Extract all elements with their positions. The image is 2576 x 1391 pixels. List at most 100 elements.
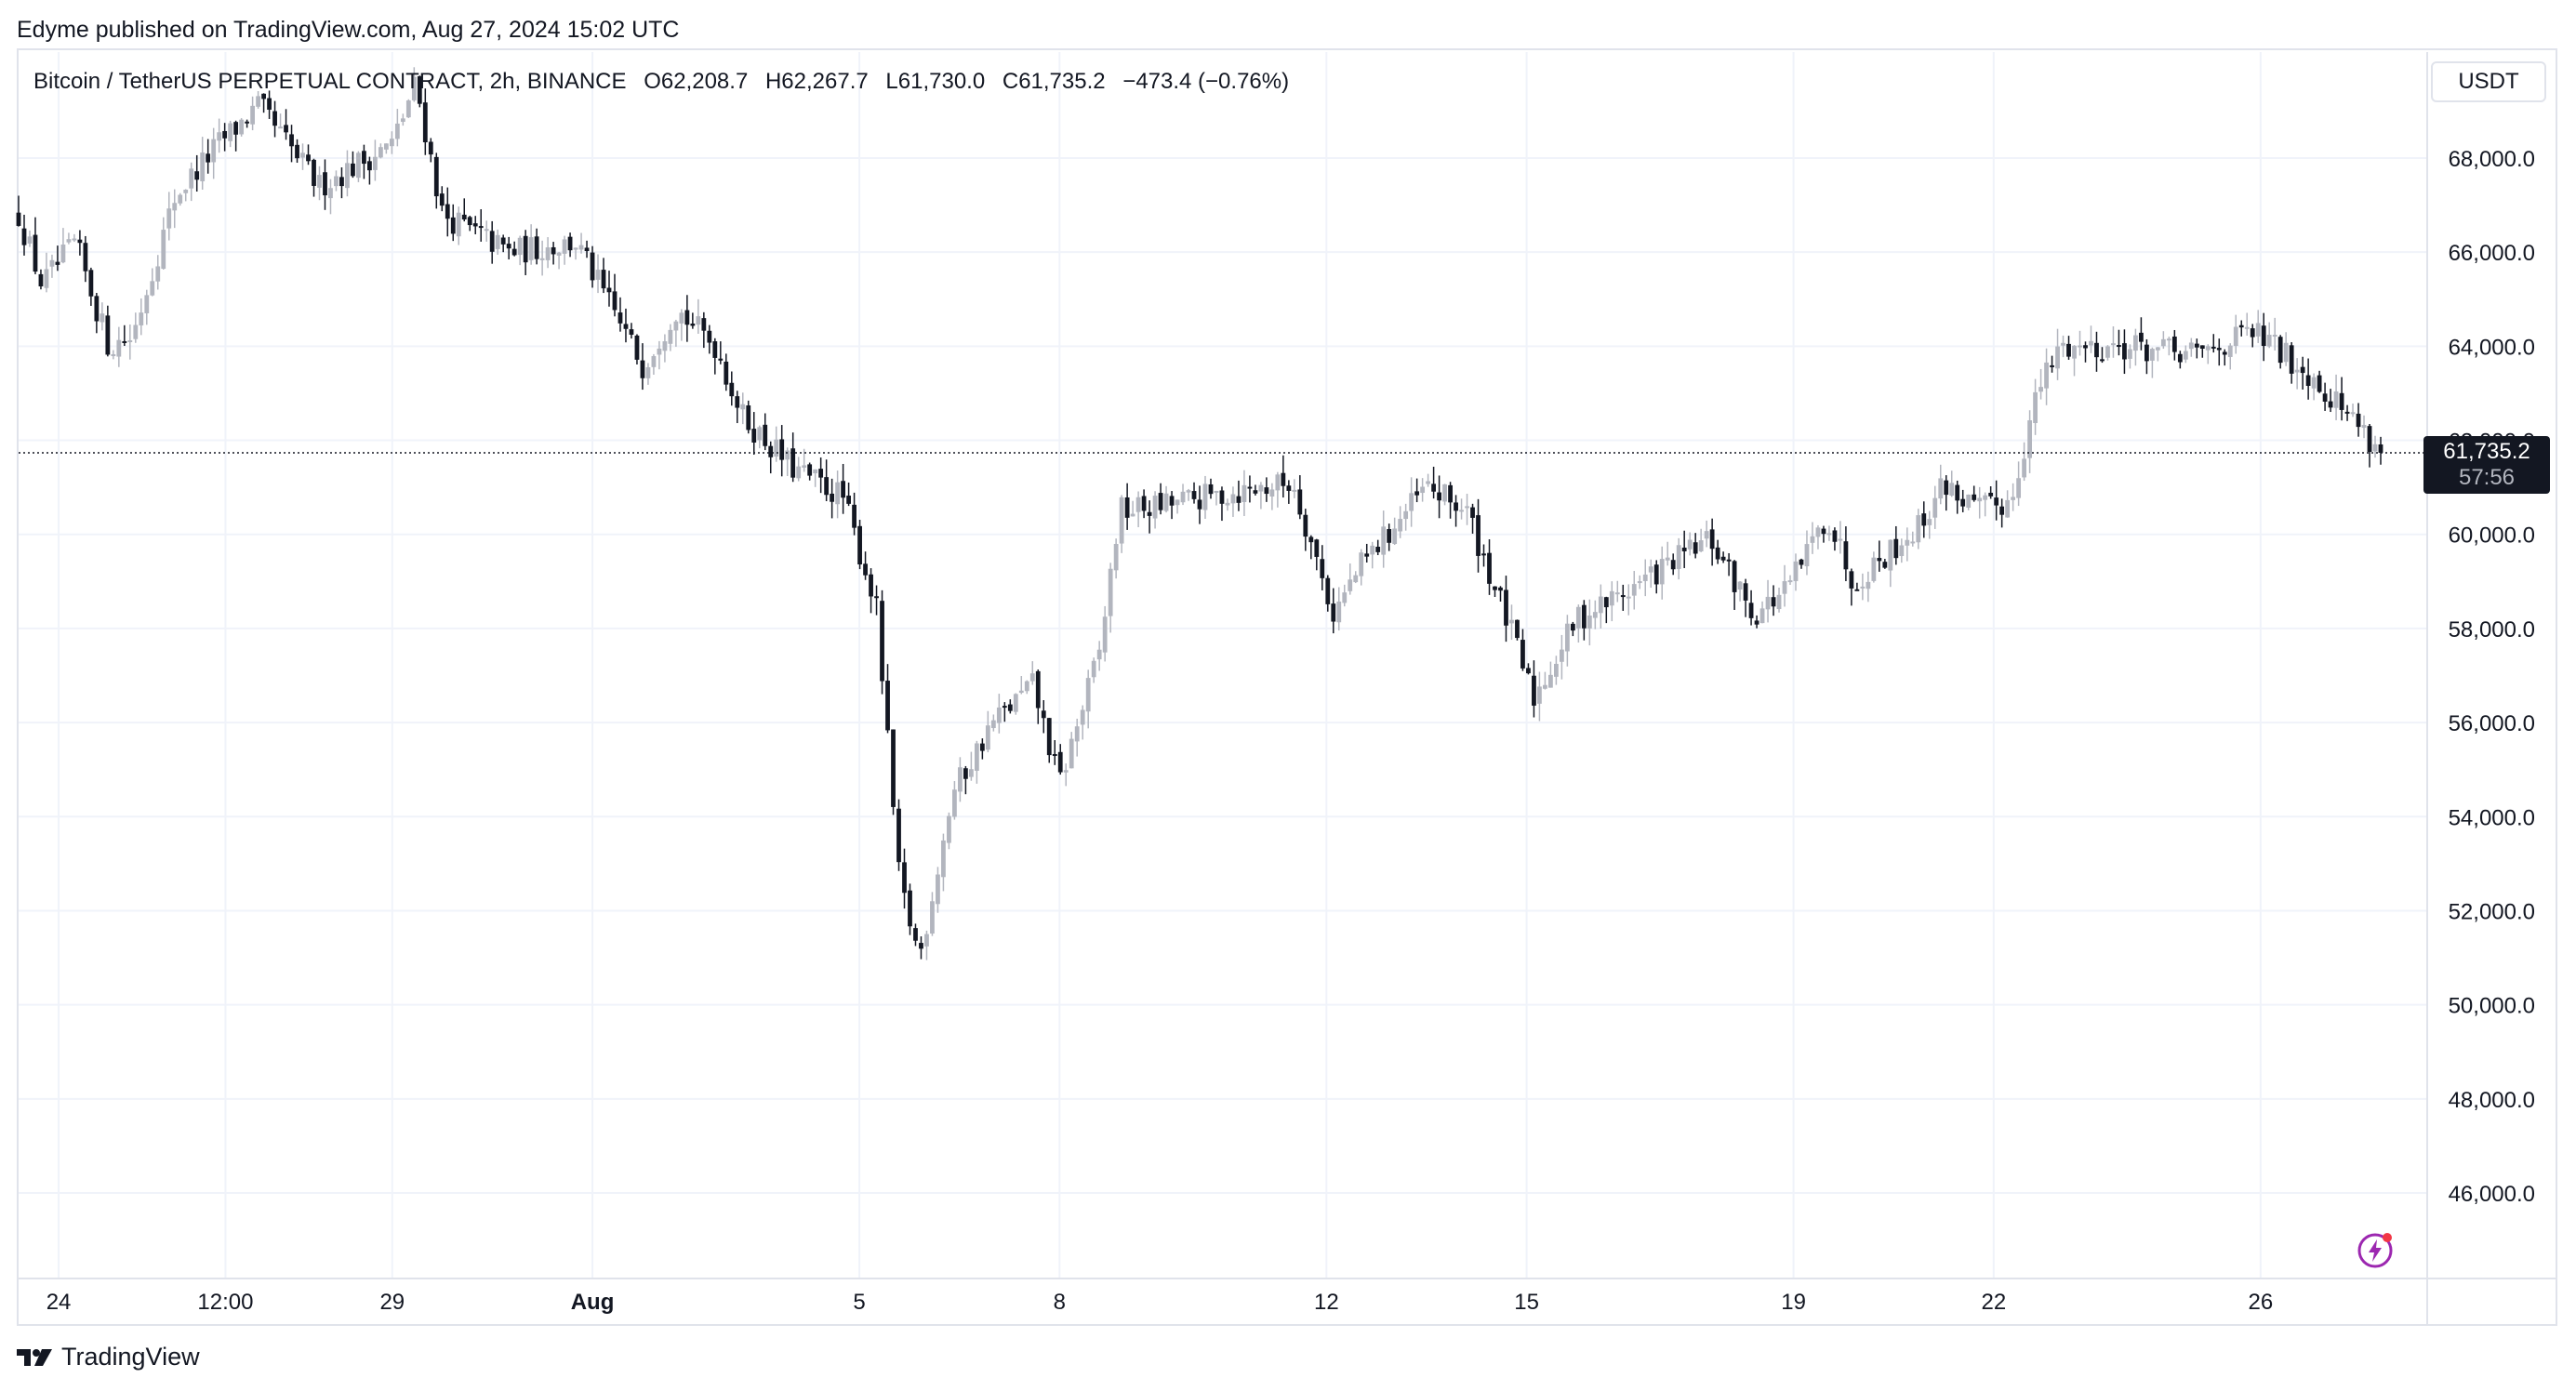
- candle-body: [83, 243, 88, 272]
- candle-body: [1281, 472, 1286, 486]
- candle-body: [489, 231, 495, 252]
- legend-low: L61,730.0: [885, 69, 986, 94]
- candle-body: [1124, 497, 1130, 518]
- candle-body: [2378, 444, 2383, 453]
- chart-frame: [17, 48, 2557, 1326]
- candle-body: [2350, 412, 2356, 415]
- candle-body: [774, 439, 779, 457]
- candle-body: [2227, 345, 2233, 357]
- candle-body: [1587, 616, 1592, 629]
- candle-body: [2322, 393, 2328, 402]
- candle-body: [166, 208, 172, 229]
- candle-body: [1994, 497, 1999, 506]
- candle-body: [1465, 506, 1469, 509]
- y-tick-label: 66,000.0: [2449, 241, 2535, 266]
- candle-body: [1620, 595, 1626, 598]
- candle-body: [1966, 494, 1972, 509]
- candle-body: [2233, 326, 2238, 347]
- lightning-icon[interactable]: [2357, 1231, 2394, 1268]
- candle-body: [351, 163, 355, 177]
- candle-body: [2339, 392, 2344, 410]
- candle-body: [1493, 586, 1497, 590]
- candle-body: [378, 147, 383, 158]
- candle-body: [200, 152, 206, 181]
- candle-body: [411, 76, 417, 100]
- x-tick-label: 5: [853, 1290, 865, 1315]
- candle-body: [1403, 510, 1409, 520]
- candle-body: [1113, 543, 1119, 571]
- candle-body: [206, 153, 211, 163]
- candle-body: [2238, 325, 2244, 328]
- candle-body: [1832, 530, 1838, 542]
- candle-body: [405, 100, 411, 118]
- x-tick-label: 26: [2248, 1290, 2273, 1315]
- candle-body: [790, 448, 796, 478]
- candle-body: [2111, 343, 2116, 346]
- candle-body: [1437, 492, 1441, 501]
- candle-body: [2038, 387, 2043, 392]
- candle-body: [100, 313, 105, 323]
- candle-body: [2305, 375, 2311, 386]
- candle-body: [1910, 541, 1916, 544]
- candle-body: [1141, 496, 1147, 511]
- candle-body: [312, 159, 316, 186]
- candle-body: [1225, 502, 1230, 506]
- candle-body: [1631, 584, 1637, 596]
- candle-body: [1532, 675, 1536, 706]
- candle-body: [139, 312, 144, 325]
- publisher-line: Edyme published on TradingView.com, Aug …: [17, 17, 680, 43]
- candle-body: [389, 139, 394, 147]
- candle-body: [807, 464, 813, 476]
- candle-body: [1336, 601, 1342, 623]
- candle-body: [1409, 493, 1414, 511]
- candle-body: [595, 270, 601, 280]
- x-tick-label: Aug: [571, 1290, 615, 1315]
- candle-body: [2160, 338, 2166, 347]
- candle-body: [1732, 561, 1737, 592]
- candle-body: [278, 126, 283, 129]
- candle-body: [634, 335, 640, 360]
- candle-body: [2061, 342, 2065, 346]
- candle-body: [996, 707, 1002, 723]
- candle-body: [2022, 458, 2027, 478]
- candle-body: [1509, 619, 1514, 624]
- candle-body: [1860, 586, 1866, 589]
- candle-body: [345, 163, 350, 189]
- candle-body: [122, 340, 127, 343]
- candle-body: [2205, 346, 2211, 351]
- candle-body: [1826, 533, 1832, 536]
- candle-body: [1559, 649, 1564, 662]
- candle-body: [517, 237, 523, 256]
- candle-body: [1459, 510, 1464, 512]
- candle-body: [2344, 411, 2350, 414]
- candle-body: [1158, 493, 1163, 510]
- candle-body: [1275, 474, 1281, 491]
- candle-body: [869, 574, 873, 597]
- candle-body: [1364, 553, 1370, 557]
- candle-body: [924, 934, 929, 947]
- candle-body: [1581, 604, 1587, 629]
- candle-body: [1191, 491, 1197, 499]
- candle-body: [1470, 507, 1475, 518]
- candle-body: [2149, 349, 2155, 361]
- candle-body: [2194, 343, 2199, 348]
- candle-body: [1197, 499, 1202, 510]
- candle-body: [1219, 490, 1225, 504]
- candle-body: [1303, 514, 1308, 537]
- candle-body: [1866, 581, 1871, 590]
- candle-body: [1147, 511, 1152, 516]
- candle-body: [1264, 487, 1269, 495]
- candle-body: [1392, 528, 1398, 544]
- candle-body: [116, 339, 122, 357]
- candle-body: [1838, 538, 1843, 541]
- currency-selector[interactable]: USDT: [2431, 61, 2546, 102]
- tradingview-brand[interactable]: TradingView: [17, 1343, 200, 1371]
- candle-body: [1659, 559, 1665, 585]
- candle-body: [1849, 571, 1854, 589]
- candle-body: [66, 239, 72, 243]
- candle-body: [323, 172, 327, 196]
- candle-body: [2328, 401, 2333, 408]
- candle-body: [1381, 526, 1387, 555]
- candle-body: [1681, 547, 1687, 551]
